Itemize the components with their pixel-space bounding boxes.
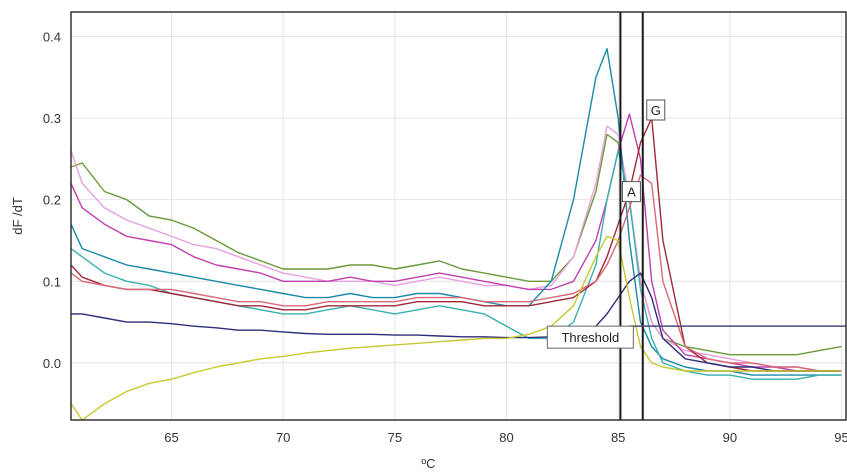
y-axis-ticks: 0.0 0.1 0.2 0.3 0.4	[43, 29, 61, 370]
x-tick-label: 70	[276, 430, 290, 445]
x-tick-label: 65	[164, 430, 178, 445]
series-lines	[70, 48, 842, 421]
x-tick-label: 80	[499, 430, 513, 445]
y-axis-title: dF /dT	[10, 197, 25, 235]
y-tick-label: 0.0	[43, 356, 61, 371]
threshold-label: Threshold	[561, 330, 619, 345]
x-axis-ticks: 65 70 75 80 85 90 95	[164, 430, 847, 445]
y-tick-label: 0.4	[43, 29, 61, 44]
x-tick-label: 85	[611, 430, 625, 445]
y-tick-label: 0.3	[43, 111, 61, 126]
marker-label-A: A	[627, 185, 636, 200]
series-line-1	[70, 133, 842, 356]
marker-label-box-A	[621, 181, 641, 203]
x-tick-label: 75	[388, 430, 402, 445]
marker-label-box-G	[646, 99, 666, 121]
x-tick-label: 90	[723, 430, 737, 445]
series-line-7	[70, 174, 842, 372]
y-tick-label: 0.2	[43, 193, 61, 208]
series-line-9	[70, 235, 842, 421]
series-line-2	[70, 125, 842, 372]
plot-frame	[70, 11, 847, 421]
y-tick-label: 0.1	[43, 274, 61, 289]
threshold-line: Threshold	[546, 325, 846, 349]
vertical-markers: AG	[619, 12, 666, 420]
series-line-6	[70, 117, 842, 372]
x-axis-title: ºC	[421, 456, 435, 471]
series-line-8	[71, 272, 842, 372]
series-line-5	[70, 149, 842, 380]
threshold-label-box	[546, 325, 634, 349]
marker-label-G: G	[651, 103, 661, 118]
x-tick-label: 95	[834, 430, 847, 445]
